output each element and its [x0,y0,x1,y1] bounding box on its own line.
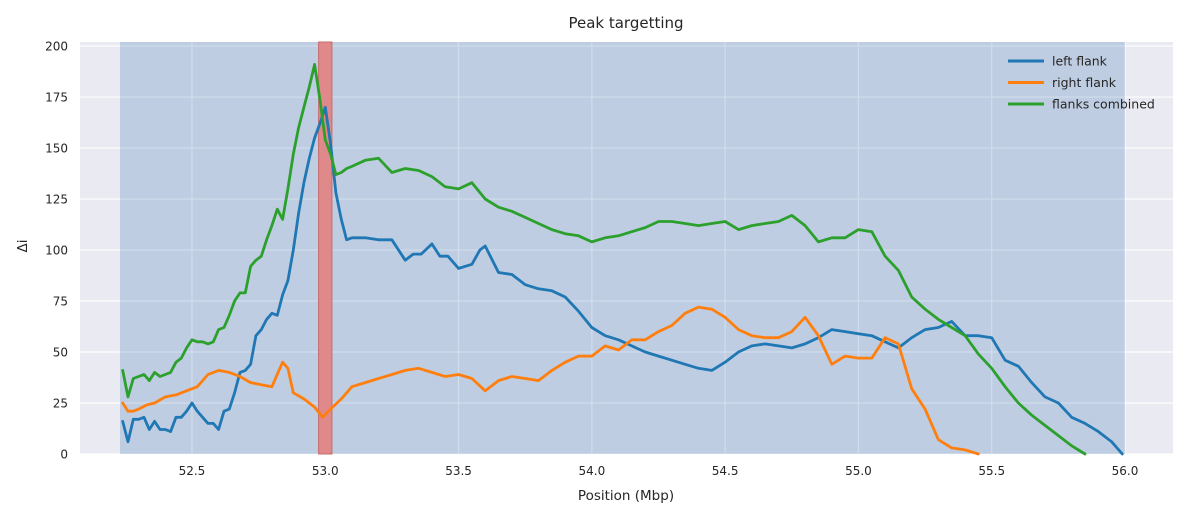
y-axis-label: Δi [15,240,31,253]
x-tick-label: 52.5 [179,464,206,478]
legend-label: right flank [1052,75,1117,90]
shaded-region [119,42,1126,454]
x-tick-label: 55.0 [845,464,872,478]
y-tick-label: 75 [53,295,68,309]
y-tick-label: 125 [45,193,68,207]
x-axis-label: Position (Mbp) [578,488,674,504]
legend-label: left flank [1052,54,1108,69]
grid [80,42,1173,455]
legend: left flank right flank flanks combined [1008,54,1155,112]
x-tick-label: 54.0 [578,464,605,478]
series-line-left-flank [121,105,1124,456]
y-tick-label: 0 [60,448,68,462]
y-tick-label: 25 [53,397,68,411]
x-tick-label: 54.5 [712,464,739,478]
legend-label: flanks combined [1052,97,1155,112]
y-tick-labels: 0 25 50 75 100 125 150 175 200 [45,40,68,462]
series-line-right-flank [121,305,980,456]
x-tick-label: 55.5 [978,464,1005,478]
chart-title: Peak targetting [568,14,683,32]
y-tick-label: 200 [45,40,68,54]
series-line-flanks-combined [121,63,1087,456]
y-tick-label: 150 [45,142,68,156]
y-tick-label: 100 [45,244,68,258]
y-tick-label: 175 [45,91,68,105]
series-lines [121,63,1124,456]
x-tick-label: 53.0 [312,464,339,478]
x-tick-labels: 52.5 53.0 53.5 54.0 54.5 55.0 55.5 56.0 [179,464,1139,478]
x-tick-label: 56.0 [1112,464,1139,478]
y-tick-label: 50 [53,346,68,360]
x-tick-label: 53.5 [445,464,472,478]
